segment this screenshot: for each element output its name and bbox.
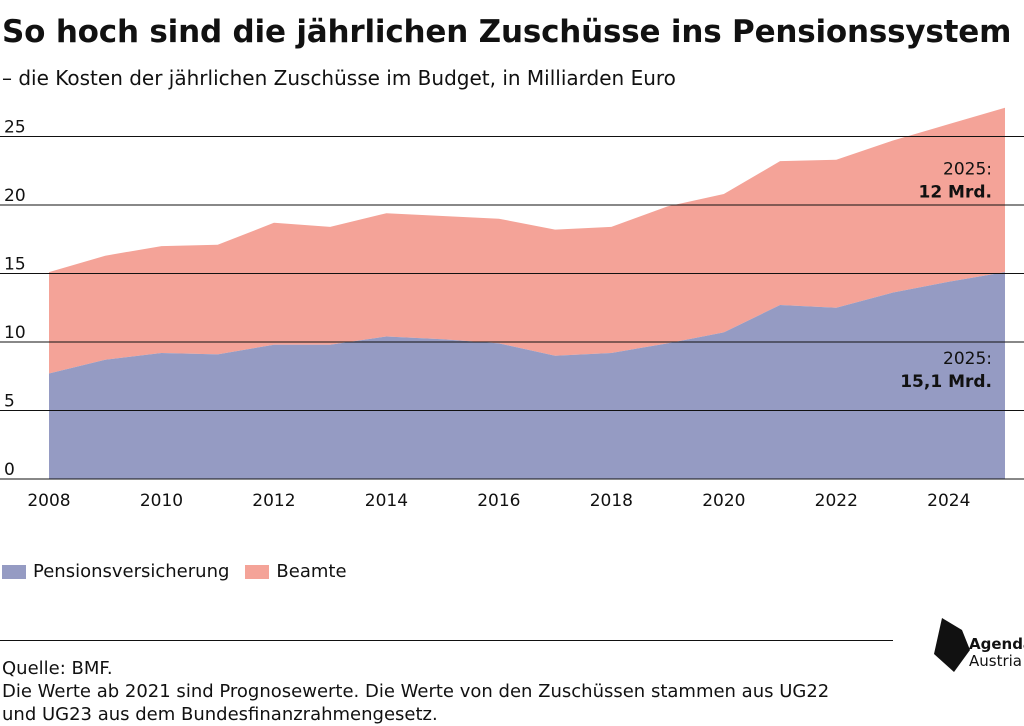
y-tick-label-15: 15 [4, 255, 26, 275]
legend-label-pensionsversicherung: Pensionsversicherung [33, 561, 230, 582]
annotation-year-0: 2025: [943, 159, 992, 179]
x-tick-label-2010: 2010 [140, 491, 183, 511]
legend-item-pensionsversicherung: Pensionsversicherung [2, 561, 229, 582]
x-tick-label-2020: 2020 [702, 491, 745, 511]
x-tick-label-2018: 2018 [590, 491, 633, 511]
chart-title: So hoch sind die jährlichen Zuschüsse in… [2, 14, 1012, 50]
y-tick-label-10: 10 [4, 323, 26, 343]
logo-line-austria: Austria [969, 652, 1022, 670]
forecast-note-line-1: Die Werte ab 2021 sind Prognosewerte. Di… [2, 681, 830, 702]
legend-label-beamte: Beamte [276, 561, 347, 582]
area-pensionsversicherung [49, 272, 1005, 479]
chart-areas [49, 107, 1005, 479]
y-axis-ticks: 0 5 10 15 20 25 [4, 118, 26, 481]
forecast-note-line-2: und UG23 aus dem Bundesfinanzrahmengeset… [2, 704, 438, 725]
y-tick-label-5: 5 [4, 392, 15, 412]
agenda-austria-logo-icon [934, 618, 970, 672]
x-tick-label-2012: 2012 [252, 491, 295, 511]
legend-swatch-beamte [245, 564, 270, 579]
annotation-value-0: 12 Mrd. [918, 182, 992, 202]
y-tick-label-0: 0 [4, 460, 15, 480]
source-note: Quelle: BMF. [2, 658, 113, 679]
chart-gridlines [0, 136, 1024, 480]
footer-divider [0, 640, 893, 641]
x-tick-label-2024: 2024 [927, 491, 970, 511]
chart-legend: Pensionsversicherung Beamte [2, 561, 363, 582]
legend-swatch-pensionsversicherung [2, 564, 26, 579]
x-tick-label-2022: 2022 [815, 491, 858, 511]
legend-item-beamte: Beamte [245, 561, 347, 582]
x-tick-label-2014: 2014 [365, 491, 408, 511]
area-beamte [49, 107, 1005, 374]
x-tick-label-2016: 2016 [477, 491, 520, 511]
chart-subtitle: – die Kosten der jährlichen Zuschüsse im… [2, 66, 676, 90]
chart-annotations: 2025: 12 Mrd. 2025: 15,1 Mrd. [900, 159, 992, 392]
footer-notes: Quelle: BMF. Die Werte ab 2021 sind Prog… [2, 657, 829, 726]
annotation-year-1: 2025: [943, 349, 992, 369]
annotation-value-1: 15,1 Mrd. [900, 372, 992, 392]
x-tick-label-2008: 2008 [27, 491, 70, 511]
y-tick-label-25: 25 [4, 118, 26, 138]
logo-wordmark: Agenda Austria [969, 636, 1024, 670]
logo-line-agenda: Agenda [969, 635, 1024, 653]
x-axis-ticks: 2008 2010 2012 2014 2016 2018 2020 2022 2024 [27, 491, 970, 511]
y-tick-label-20: 20 [4, 186, 26, 206]
